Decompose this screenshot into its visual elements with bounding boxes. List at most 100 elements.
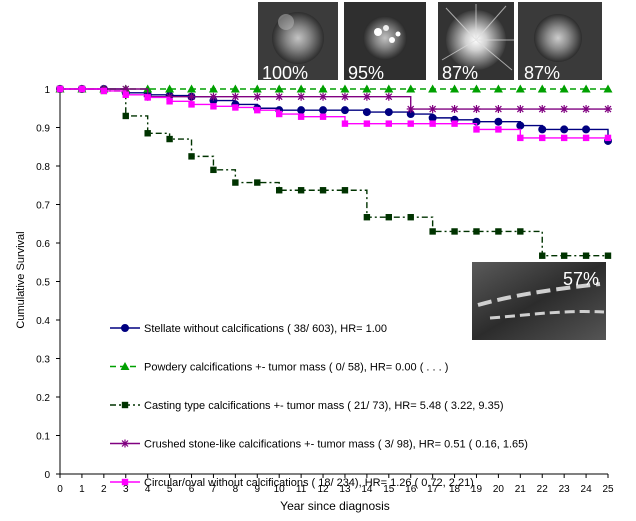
y-tick-label: 0 (44, 470, 50, 481)
data-point (297, 106, 306, 115)
y-tick-label: 0.6 (36, 239, 50, 250)
data-point (429, 120, 436, 127)
y-tick-label: 0.2 (36, 393, 50, 404)
data-point (582, 134, 590, 142)
data-point (340, 92, 349, 101)
data-point (450, 84, 460, 93)
x-tick-label: 15 (383, 484, 395, 495)
legend-label: Circular/oval without calcifications ( 1… (144, 477, 474, 489)
data-point (582, 105, 591, 114)
data-point (495, 228, 502, 235)
data-point (362, 108, 371, 117)
data-point (319, 113, 327, 120)
data-point (208, 84, 218, 93)
series-2 (56, 85, 612, 259)
x-tick-label: 14 (361, 484, 373, 495)
thumbnail-label-circular: 87% (442, 63, 478, 83)
y-tick-label: 0.9 (36, 124, 50, 135)
data-point (472, 105, 481, 114)
data-point (471, 84, 481, 93)
data-point (297, 113, 305, 120)
data-point (560, 125, 569, 134)
x-tick-label: 10 (274, 484, 286, 495)
data-point (231, 92, 240, 101)
x-tick-label: 8 (233, 484, 239, 495)
data-point (406, 105, 415, 114)
data-point (187, 84, 197, 93)
data-point (188, 153, 195, 160)
data-point (165, 84, 175, 93)
data-point (603, 84, 613, 93)
data-point (428, 84, 438, 93)
data-point (407, 214, 414, 221)
data-point (537, 84, 547, 93)
data-point (341, 187, 349, 194)
x-tick-label: 19 (471, 484, 483, 495)
data-point (516, 105, 525, 114)
x-tick-label: 22 (537, 484, 549, 495)
x-tick-label: 2 (101, 484, 107, 495)
legend-label: Casting type calcifications +- tumor mas… (144, 400, 504, 412)
x-tick-label: 6 (189, 484, 195, 495)
data-point (232, 104, 239, 111)
data-point (276, 110, 283, 118)
data-point (429, 228, 436, 235)
data-point (516, 121, 525, 130)
series-line (60, 88, 608, 110)
data-point (56, 85, 64, 93)
x-tick-label: 23 (559, 484, 571, 495)
data-point (254, 179, 261, 186)
y-axis-label: Cumulative Survival (15, 231, 27, 328)
x-tick-label: 13 (339, 484, 351, 495)
data-point (341, 120, 349, 127)
data-point (539, 134, 546, 142)
data-point (340, 84, 350, 93)
data-point (297, 187, 305, 194)
legend-marker (121, 401, 129, 409)
data-point (582, 125, 591, 134)
data-point (121, 85, 130, 93)
x-tick-label: 7 (211, 484, 217, 495)
data-point (78, 85, 86, 93)
data-point (559, 84, 569, 93)
y-ticks: 0 0.1 0.2 0.3 0.4 0.5 0.6 0.7 0.8 0.9 1 (36, 85, 60, 481)
data-point (385, 120, 392, 127)
data-point (275, 92, 284, 101)
legend-marker (120, 362, 130, 370)
thumbnail-crushed (344, 2, 426, 80)
data-point (122, 112, 129, 120)
x-ticks: 0 1 2 3 4 5 6 7 8 9 10 11 12 13 14 15 16 17 18 19 20 21 22 23 24… (57, 474, 614, 495)
data-point (165, 92, 174, 101)
data-point (144, 94, 151, 101)
data-point (166, 135, 173, 143)
data-point (318, 84, 328, 93)
data-point (100, 87, 108, 95)
data-point (166, 98, 173, 105)
data-point (473, 126, 480, 133)
data-point (494, 105, 503, 114)
data-point (473, 228, 480, 235)
data-point (538, 125, 547, 134)
y-tick-label: 0.1 (36, 432, 50, 443)
legend-label: Stellate without calcifications ( 38/ 60… (144, 323, 387, 335)
y-tick-label: 1 (44, 85, 50, 96)
data-point (319, 187, 327, 194)
thumbnail-label-stellate: 87% (524, 63, 560, 83)
legend-label: Powdery calcifications +- tumor mass ( 0… (144, 362, 448, 374)
data-point (604, 134, 612, 142)
data-point (560, 105, 569, 114)
data-point (495, 126, 502, 133)
thumbnail-powdery (258, 2, 338, 80)
x-tick-label: 18 (449, 484, 461, 495)
thumbnail-casting (472, 262, 606, 340)
series-group (55, 84, 613, 259)
thumbnail-circular (518, 2, 602, 80)
data-point (319, 106, 328, 115)
x-tick-label: 24 (581, 484, 593, 495)
data-point (494, 117, 503, 126)
data-point (581, 84, 591, 93)
data-point (560, 252, 568, 259)
legend-label: Crushed stone-like calcifications +- tum… (144, 439, 528, 451)
data-point (493, 84, 503, 93)
